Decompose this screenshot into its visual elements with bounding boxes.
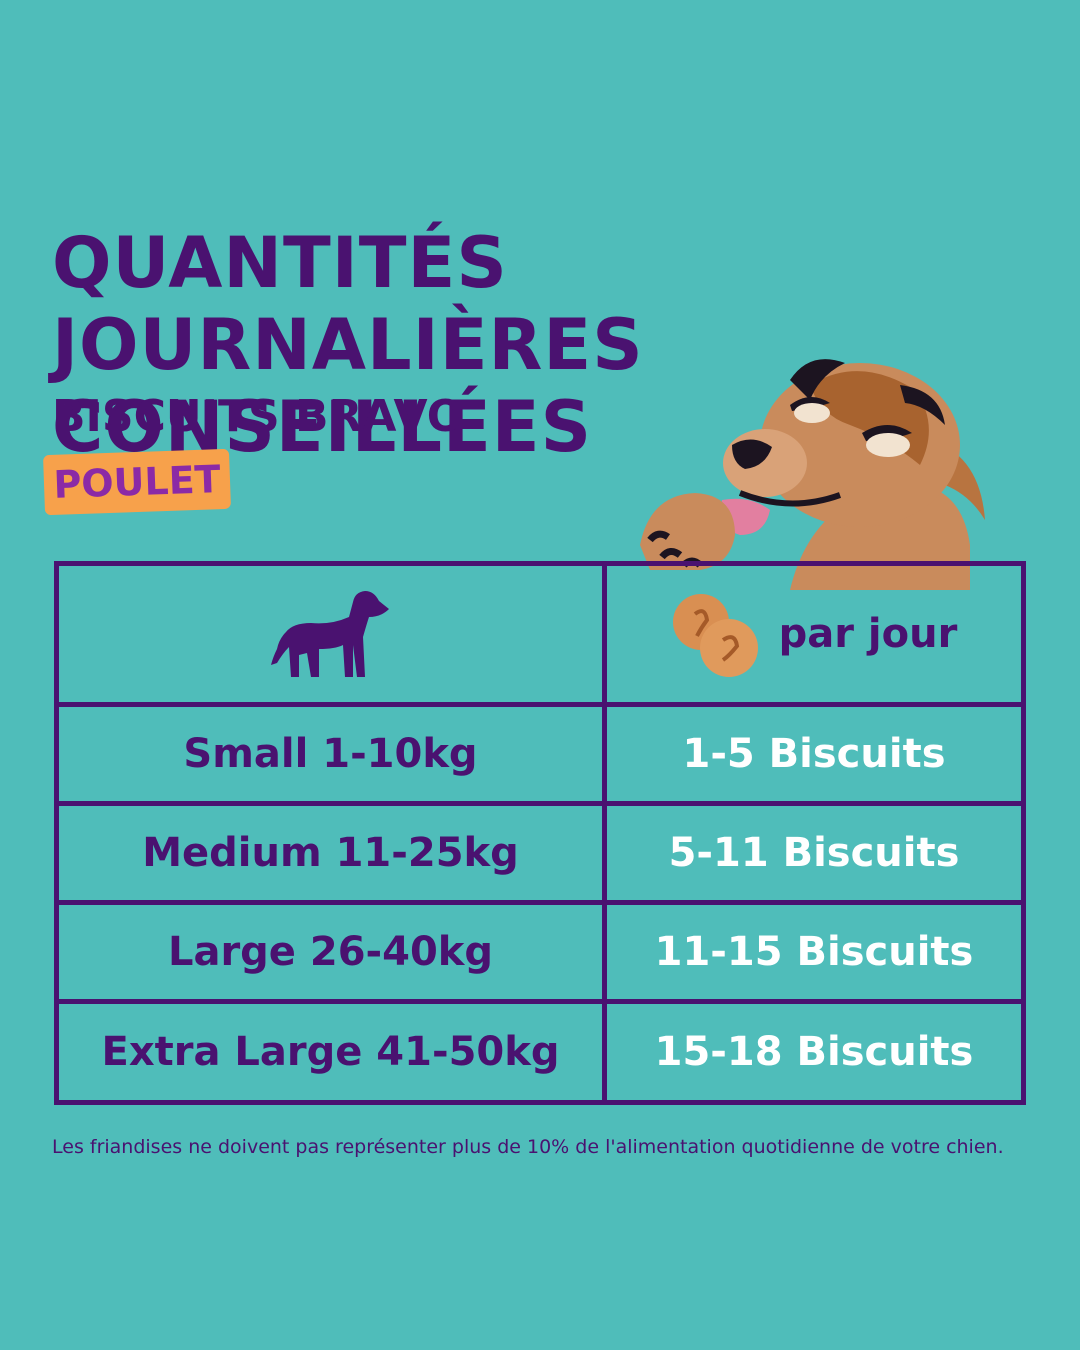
header-dog-cell (59, 566, 602, 702)
row-divider (59, 900, 1021, 905)
row-amount-extra-large: 15-18 Biscuits (654, 1029, 974, 1075)
row-amount-small: 1-5 Biscuits (682, 731, 946, 777)
feeding-table: par jour Small 1-10kg 1-5 Biscuits Mediu… (54, 561, 1026, 1105)
header-per-day-cell: par jour (607, 566, 1021, 702)
row-divider (59, 801, 1021, 806)
row-size-small: Small 1-10kg (183, 731, 478, 777)
row-divider (59, 999, 1021, 1004)
product-name: BISCUITS BRAVO (52, 391, 465, 442)
page-title: QUANTITÉS JOURNALIÈRES CONSEILLÉES (52, 222, 644, 468)
flavor-label: POULET (52, 457, 222, 507)
row-size-extra-large: Extra Large 41-50kg (101, 1029, 560, 1075)
column-divider (602, 566, 607, 1100)
biscuits-icon (672, 594, 758, 677)
flavor-badge: POULET (43, 448, 231, 516)
row-divider (59, 702, 1021, 707)
row-size-medium: Medium 11-25kg (142, 830, 519, 876)
row-amount-large: 11-15 Biscuits (654, 929, 974, 975)
dog-illustration (640, 359, 985, 590)
row-size-large: Large 26-40kg (167, 929, 494, 975)
row-amount-medium: 5-11 Biscuits (668, 830, 960, 876)
per-day-label: par jour (778, 611, 958, 657)
footnote: Les friandises ne doivent pas représente… (52, 1136, 1004, 1158)
dog-silhouette-icon (270, 590, 389, 677)
